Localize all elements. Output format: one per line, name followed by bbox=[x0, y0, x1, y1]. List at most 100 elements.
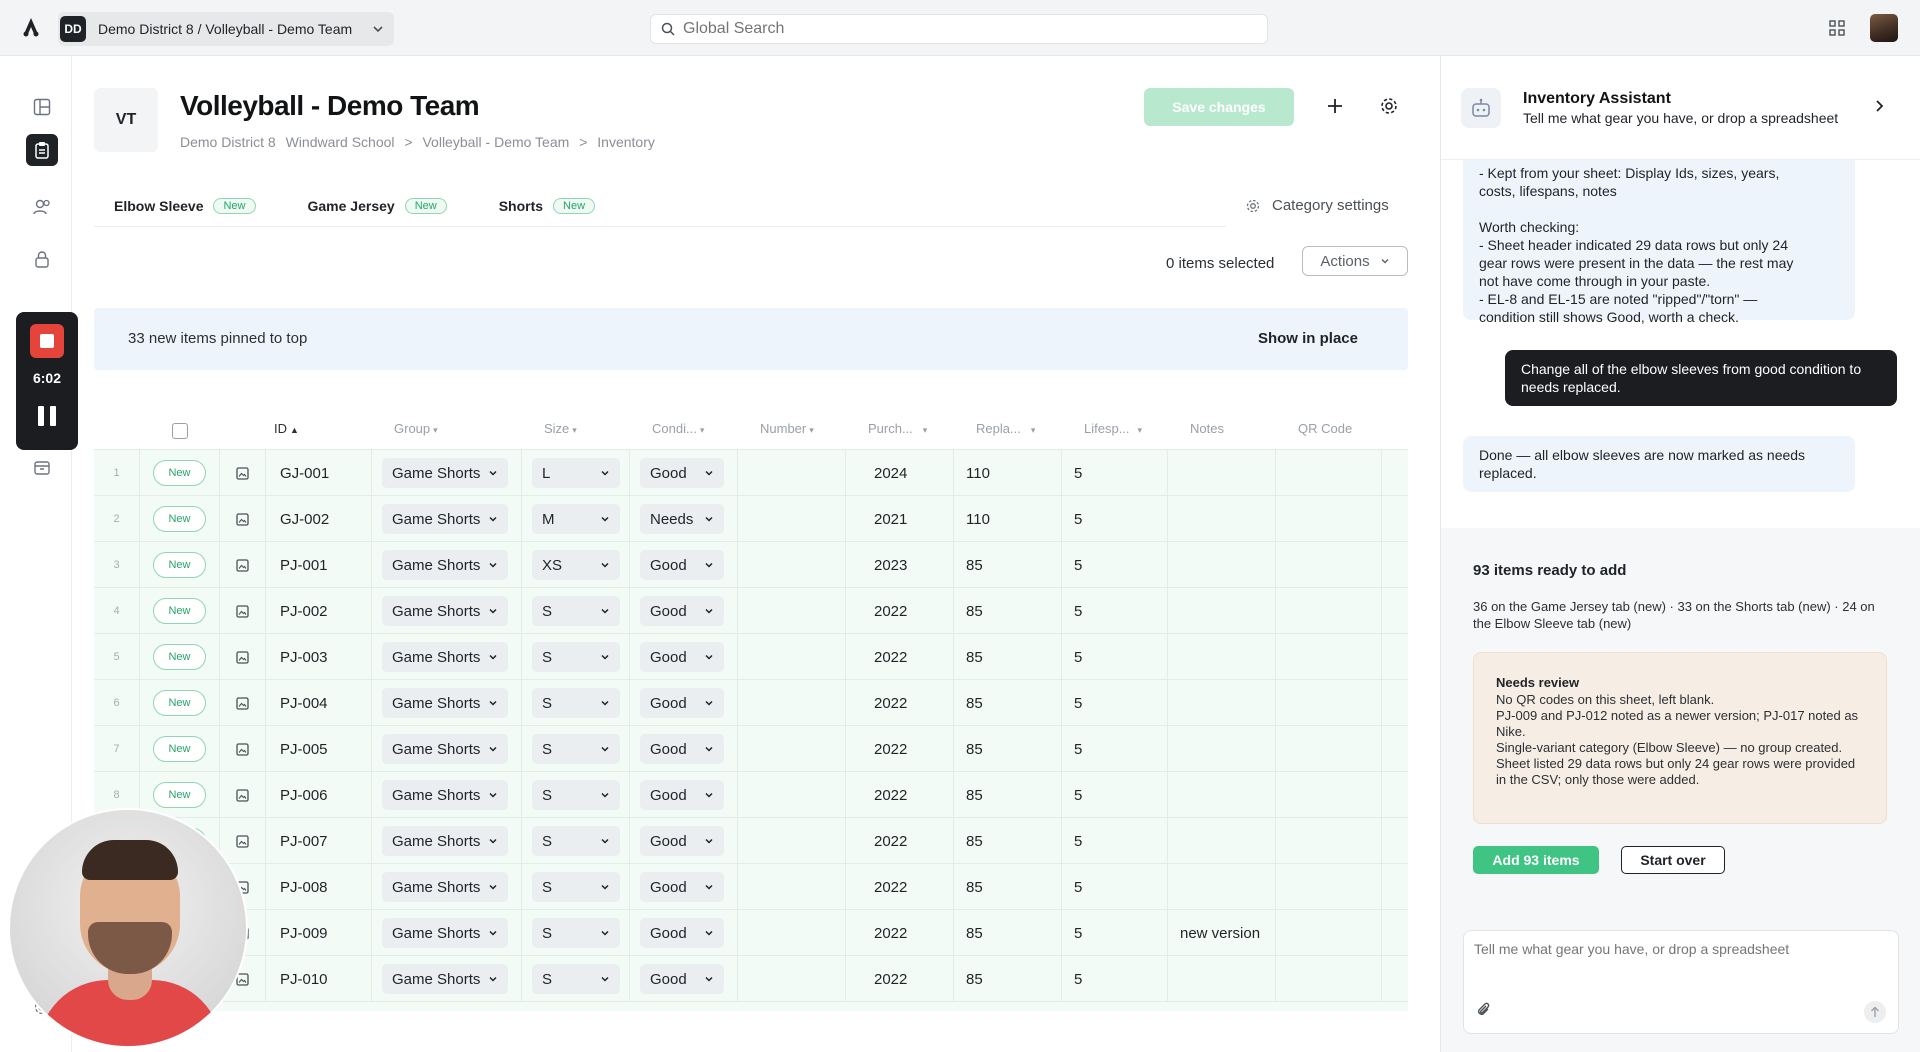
item-id-cell[interactable]: GJ-002 bbox=[266, 496, 372, 542]
group-select[interactable]: Game Shorts bbox=[382, 826, 508, 856]
qr-code-cell[interactable] bbox=[1276, 450, 1382, 496]
condition-select[interactable]: Good bbox=[640, 780, 724, 810]
condition-select[interactable]: Good bbox=[640, 826, 724, 856]
table-row[interactable]: 8 New PJ-006 Game Shorts S Good 2022 85 5 bbox=[94, 772, 1408, 818]
replacement-cost-cell[interactable]: 85 bbox=[954, 910, 1062, 956]
lifespan-cell[interactable]: 5 bbox=[1062, 726, 1168, 772]
lifespan-cell[interactable]: 5 bbox=[1062, 772, 1168, 818]
notes-cell[interactable] bbox=[1168, 634, 1276, 680]
group-select[interactable]: Game Shorts bbox=[382, 688, 508, 718]
chevron-right-icon[interactable] bbox=[1873, 98, 1885, 114]
pause-icon[interactable] bbox=[38, 406, 56, 426]
number-cell[interactable] bbox=[738, 956, 846, 1002]
column-header-lifespan[interactable]: Lifesp... ▾ bbox=[1084, 421, 1143, 436]
column-header-group[interactable]: Group ▾ bbox=[394, 421, 438, 436]
item-id-cell[interactable]: PJ-001 bbox=[266, 542, 372, 588]
item-id-cell[interactable]: PJ-008 bbox=[266, 864, 372, 910]
number-cell[interactable] bbox=[738, 634, 846, 680]
select-all-checkbox[interactable] bbox=[172, 423, 188, 439]
qr-code-cell[interactable] bbox=[1276, 726, 1382, 772]
nav-inventory-icon[interactable] bbox=[26, 134, 58, 166]
qr-code-cell[interactable] bbox=[1276, 634, 1382, 680]
size-select[interactable]: L bbox=[532, 458, 620, 488]
image-icon[interactable] bbox=[236, 834, 249, 848]
notes-cell[interactable] bbox=[1168, 680, 1276, 726]
size-select[interactable]: S bbox=[532, 642, 620, 672]
global-search[interactable] bbox=[650, 14, 1268, 44]
purchased-cell[interactable]: 2022 bbox=[846, 864, 954, 910]
number-cell[interactable] bbox=[738, 726, 846, 772]
column-header-qr-code[interactable]: QR Code bbox=[1298, 421, 1353, 436]
app-logo-icon[interactable] bbox=[20, 16, 42, 38]
replacement-cost-cell[interactable]: 85 bbox=[954, 726, 1062, 772]
lifespan-cell[interactable]: 5 bbox=[1062, 542, 1168, 588]
workspace-switcher[interactable]: DD Demo District 8 / Volleyball - Demo T… bbox=[58, 12, 394, 46]
group-select[interactable]: Game Shorts bbox=[382, 458, 508, 488]
nav-people-icon[interactable] bbox=[29, 194, 55, 220]
group-select[interactable]: Game Shorts bbox=[382, 596, 508, 626]
nav-lock-icon[interactable] bbox=[29, 246, 55, 272]
replacement-cost-cell[interactable]: 110 bbox=[954, 496, 1062, 542]
lifespan-cell[interactable]: 5 bbox=[1062, 588, 1168, 634]
chat-input[interactable] bbox=[1474, 941, 1884, 981]
size-select[interactable]: XS bbox=[532, 550, 620, 580]
breadcrumb-item[interactable]: Inventory bbox=[597, 134, 655, 150]
apps-grid-icon[interactable] bbox=[1828, 19, 1846, 37]
replacement-cost-cell[interactable]: 85 bbox=[954, 588, 1062, 634]
number-cell[interactable] bbox=[738, 588, 846, 634]
purchased-cell[interactable]: 2022 bbox=[846, 772, 954, 818]
item-id-cell[interactable]: PJ-003 bbox=[266, 634, 372, 680]
add-items-button[interactable]: Add 93 items bbox=[1473, 846, 1599, 874]
settings-button[interactable] bbox=[1376, 94, 1402, 120]
purchased-cell[interactable]: 2023 bbox=[846, 542, 954, 588]
column-header-replacement[interactable]: Repla... ▾ bbox=[976, 421, 1036, 436]
replacement-cost-cell[interactable]: 85 bbox=[954, 542, 1062, 588]
condition-select[interactable]: Good bbox=[640, 550, 724, 580]
table-row[interactable]: 6 New PJ-004 Game Shorts S Good 2022 85 5 bbox=[94, 680, 1408, 726]
image-icon[interactable] bbox=[236, 742, 249, 756]
purchased-cell[interactable]: 2022 bbox=[846, 588, 954, 634]
notes-cell[interactable] bbox=[1168, 726, 1276, 772]
qr-code-cell[interactable] bbox=[1276, 496, 1382, 542]
group-select[interactable]: Game Shorts bbox=[382, 734, 508, 764]
notes-cell[interactable] bbox=[1168, 450, 1276, 496]
replacement-cost-cell[interactable]: 110 bbox=[954, 450, 1062, 496]
qr-code-cell[interactable] bbox=[1276, 542, 1382, 588]
size-select[interactable]: S bbox=[532, 734, 620, 764]
image-icon[interactable] bbox=[236, 466, 249, 480]
group-select[interactable]: Game Shorts bbox=[382, 872, 508, 902]
number-cell[interactable] bbox=[738, 496, 846, 542]
replacement-cost-cell[interactable]: 85 bbox=[954, 634, 1062, 680]
notes-cell[interactable] bbox=[1168, 588, 1276, 634]
group-select[interactable]: Game Shorts bbox=[382, 550, 508, 580]
lifespan-cell[interactable]: 5 bbox=[1062, 634, 1168, 680]
condition-select[interactable]: Good bbox=[640, 964, 724, 994]
actions-dropdown[interactable]: Actions bbox=[1302, 246, 1408, 276]
number-cell[interactable] bbox=[738, 680, 846, 726]
number-cell[interactable] bbox=[738, 450, 846, 496]
breadcrumb-item[interactable]: Volleyball - Demo Team bbox=[422, 134, 570, 150]
qr-code-cell[interactable] bbox=[1276, 772, 1382, 818]
nav-box-icon[interactable] bbox=[29, 454, 55, 480]
qr-code-cell[interactable] bbox=[1276, 910, 1382, 956]
condition-select[interactable]: Good bbox=[640, 872, 724, 902]
chat-composer[interactable] bbox=[1463, 930, 1899, 1034]
save-changes-button[interactable]: Save changes bbox=[1144, 88, 1294, 126]
tab-game-jersey[interactable]: Game Jersey New bbox=[288, 192, 461, 222]
image-icon[interactable] bbox=[236, 512, 249, 526]
purchased-cell[interactable]: 2022 bbox=[846, 634, 954, 680]
size-select[interactable]: S bbox=[532, 688, 620, 718]
replacement-cost-cell[interactable]: 85 bbox=[954, 956, 1062, 1002]
lifespan-cell[interactable]: 5 bbox=[1062, 496, 1168, 542]
image-icon[interactable] bbox=[236, 972, 249, 986]
group-select[interactable]: Game Shorts bbox=[382, 918, 508, 948]
item-id-cell[interactable]: PJ-004 bbox=[266, 680, 372, 726]
group-select[interactable]: Game Shorts bbox=[382, 780, 508, 810]
purchased-cell[interactable]: 2024 bbox=[846, 450, 954, 496]
qr-code-cell[interactable] bbox=[1276, 956, 1382, 1002]
condition-select[interactable]: Good bbox=[640, 918, 724, 948]
qr-code-cell[interactable] bbox=[1276, 588, 1382, 634]
table-row[interactable]: 7 New PJ-005 Game Shorts S Good 2022 85 5 bbox=[94, 726, 1408, 772]
lifespan-cell[interactable]: 5 bbox=[1062, 818, 1168, 864]
table-row[interactable]: 1 New GJ-001 Game Shorts L Good 2024 110 5 bbox=[94, 450, 1408, 496]
